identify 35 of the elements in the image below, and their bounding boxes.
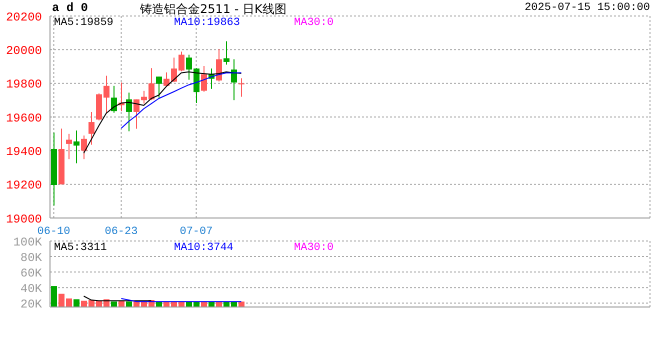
annotation: MA30:0: [294, 242, 334, 254]
candlestick: [74, 130, 80, 164]
text: MA10:3744: [174, 242, 234, 254]
y-tick-label: 19000: [6, 212, 42, 226]
y-tick-label: 19600: [6, 111, 42, 126]
y-tick-label: 100K: [13, 235, 43, 250]
text: 2025-07-15 15:00:00: [524, 2, 650, 14]
candlestick: [81, 135, 87, 160]
candlestick: [66, 133, 72, 160]
text: MA5:3311: [54, 242, 108, 254]
y-tick-label: 80K: [20, 250, 43, 265]
x-tick-label: 06-23: [104, 226, 138, 238]
text: a d 0: [52, 1, 88, 15]
text: MA10:19863: [174, 17, 242, 29]
candlestick: [111, 85, 117, 114]
candlestick: [238, 78, 244, 98]
x-tick-label: 07-07: [180, 226, 213, 238]
y-tick-label: 40K: [20, 282, 43, 296]
candlestick: [231, 58, 237, 101]
candlestick: [156, 76, 162, 98]
chart-title: 铸造铝合金2511 - 日K线图: [140, 1, 286, 18]
candlestick: [224, 40, 230, 66]
annotation: MA30:0: [294, 17, 334, 29]
y-tick-label: 19800: [6, 78, 42, 92]
x-tick-label: 06-10: [37, 226, 70, 238]
y-tick-label: 20200: [6, 10, 42, 24]
candlestick: [201, 65, 207, 92]
candlestick: [88, 111, 94, 146]
y-tick-label: 20000: [6, 44, 42, 58]
text: MA5:19859: [54, 17, 114, 29]
candlestick: [126, 92, 132, 132]
y-tick-label: 19200: [6, 178, 42, 193]
y-tick-label: 19400: [6, 144, 42, 159]
y-tick-label: 60K: [20, 266, 43, 280]
y-tick-label: 20K: [20, 297, 43, 312]
